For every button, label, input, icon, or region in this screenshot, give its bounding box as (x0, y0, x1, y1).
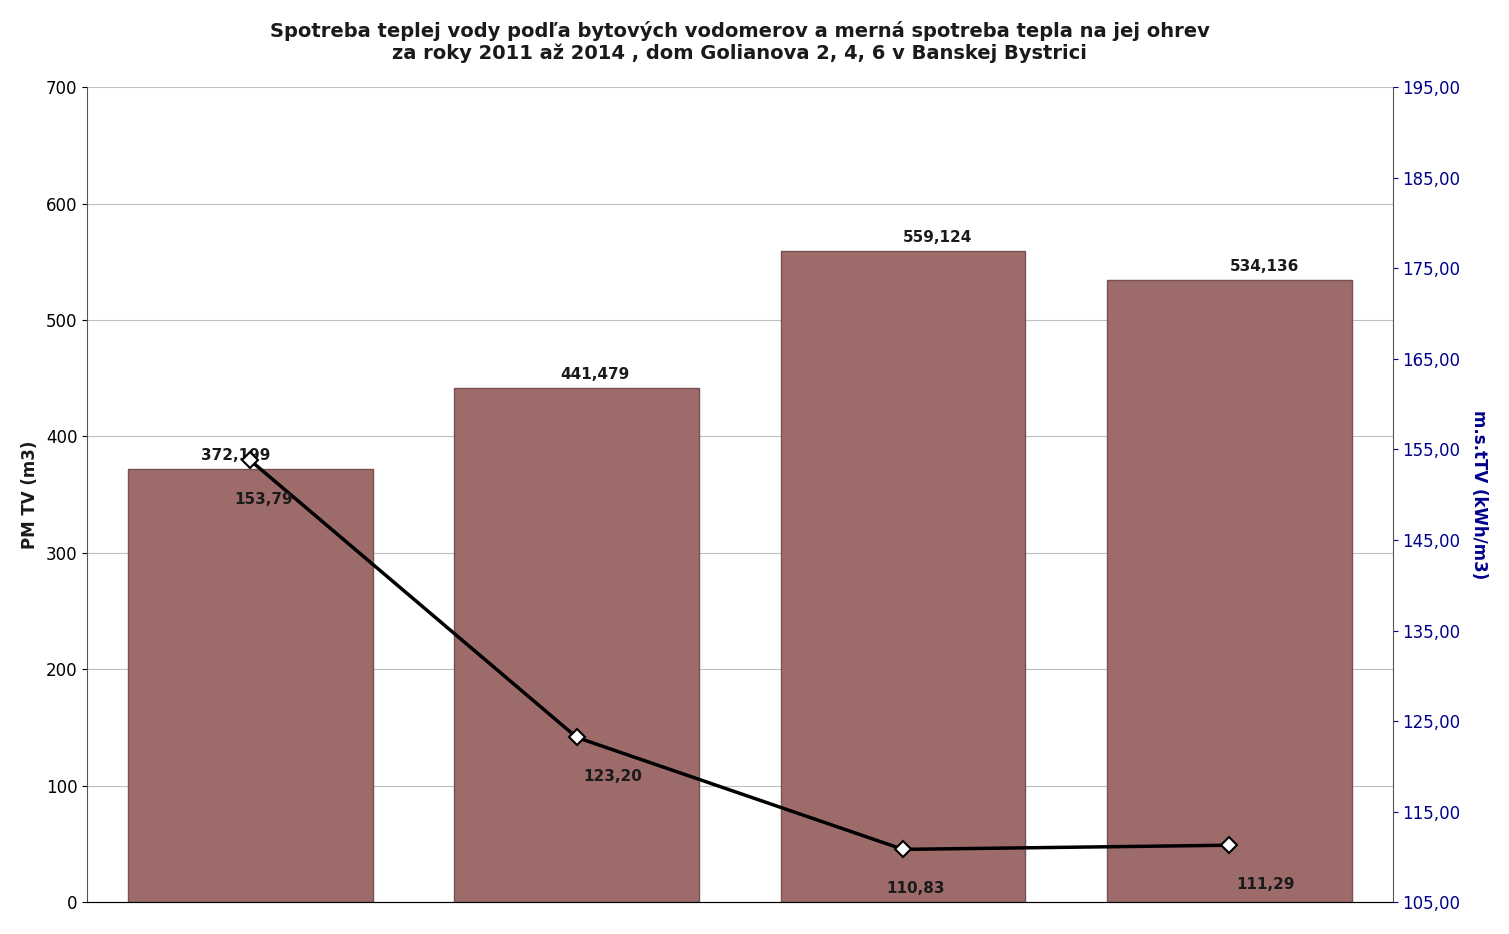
Bar (1108, 280, 1352, 902)
Bar (780, 251, 1026, 902)
Y-axis label: PM TV (m3): PM TV (m3) (21, 441, 39, 549)
Bar (128, 469, 373, 902)
Text: 153,79: 153,79 (234, 492, 293, 507)
Title: Spotreba teplej vody podľa bytových vodomerov a merná spotreba tepla na jej ohre: Spotreba teplej vody podľa bytových vodo… (270, 21, 1210, 64)
Text: 372,199: 372,199 (201, 448, 270, 463)
Text: 111,29: 111,29 (1236, 877, 1295, 892)
Y-axis label: m.s.tTV (kWh/m3): m.s.tTV (kWh/m3) (1470, 410, 1488, 579)
Text: 110,83: 110,83 (887, 881, 945, 896)
Text: 123,20: 123,20 (582, 769, 641, 784)
Text: 441,479: 441,479 (560, 367, 629, 382)
Bar (454, 389, 699, 902)
Text: 534,136: 534,136 (1230, 260, 1299, 275)
Text: 559,124: 559,124 (902, 231, 972, 246)
